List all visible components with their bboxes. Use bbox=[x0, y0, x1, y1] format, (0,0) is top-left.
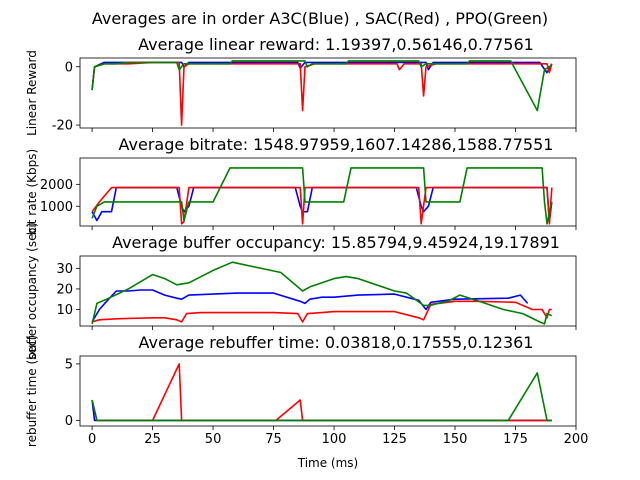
y-tick-label: 10 bbox=[56, 303, 73, 318]
x-tick-label: 200 bbox=[564, 432, 589, 447]
series-line-ppo bbox=[91, 167, 553, 225]
y-axis-label: Linear Reward bbox=[25, 50, 39, 136]
x-tick-label: 175 bbox=[503, 432, 528, 447]
y-axis-label: buffer occupancy (sec) bbox=[25, 222, 39, 359]
y-tick-label: -20 bbox=[52, 119, 73, 134]
x-tick-label: 150 bbox=[443, 432, 468, 447]
series-line-ppo bbox=[91, 372, 552, 422]
x-tick-label: 100 bbox=[322, 432, 347, 447]
subplot-title: Average rebuffer time: 0.03818,0.17555,0… bbox=[139, 333, 534, 352]
subplot-1: Average linear reward: 1.19397,0.56146,0… bbox=[25, 35, 577, 136]
subplot-4: Average rebuffer time: 0.03818,0.17555,0… bbox=[25, 333, 588, 447]
suptitle: Averages are in order A3C(Blue) , SAC(Re… bbox=[92, 9, 548, 28]
series-line-sac bbox=[91, 61, 553, 126]
axes-frame bbox=[79, 57, 577, 129]
y-tick-label: 5 bbox=[65, 357, 73, 372]
series-line-ppo bbox=[91, 261, 553, 325]
subplot-3: Average buffer occupancy: 15.85794,9.459… bbox=[25, 222, 577, 360]
subplot-title: Average linear reward: 1.19397,0.56146,0… bbox=[138, 35, 534, 54]
series-line-a3c bbox=[91, 61, 553, 91]
x-tick-label: 75 bbox=[265, 432, 282, 447]
axes-frame bbox=[79, 157, 577, 227]
y-tick-label: 30 bbox=[56, 262, 73, 277]
x-tick-label: 50 bbox=[205, 432, 222, 447]
series-line-sac bbox=[91, 186, 553, 225]
y-tick-label: 2000 bbox=[40, 178, 73, 193]
y-tick-label: 0 bbox=[65, 60, 73, 75]
y-axis-label: rebuffer time (sec) bbox=[25, 335, 39, 447]
subplot-title: Average buffer occupancy: 15.85794,9.459… bbox=[112, 233, 560, 252]
series-line-sac bbox=[91, 363, 552, 422]
series-line-a3c bbox=[91, 186, 553, 223]
x-tick-label: 0 bbox=[88, 432, 96, 447]
axes-frame bbox=[79, 355, 577, 427]
y-tick-label: 0 bbox=[65, 414, 73, 429]
x-axis-label: Time (ms) bbox=[297, 456, 359, 470]
x-tick-label: 125 bbox=[382, 432, 407, 447]
series-line-sac bbox=[91, 300, 552, 323]
subplot-title: Average bitrate: 1548.97959,1607.14286,1… bbox=[119, 135, 554, 154]
y-tick-label: 1000 bbox=[40, 200, 73, 215]
axes-frame bbox=[79, 255, 577, 327]
series-line-ppo bbox=[91, 60, 553, 112]
x-tick-label: 25 bbox=[144, 432, 161, 447]
y-axis-label: bit rate (Kbps) bbox=[25, 149, 39, 235]
y-tick-label: 20 bbox=[56, 282, 73, 297]
subplot-2: Average bitrate: 1548.97959,1607.14286,1… bbox=[25, 135, 577, 235]
